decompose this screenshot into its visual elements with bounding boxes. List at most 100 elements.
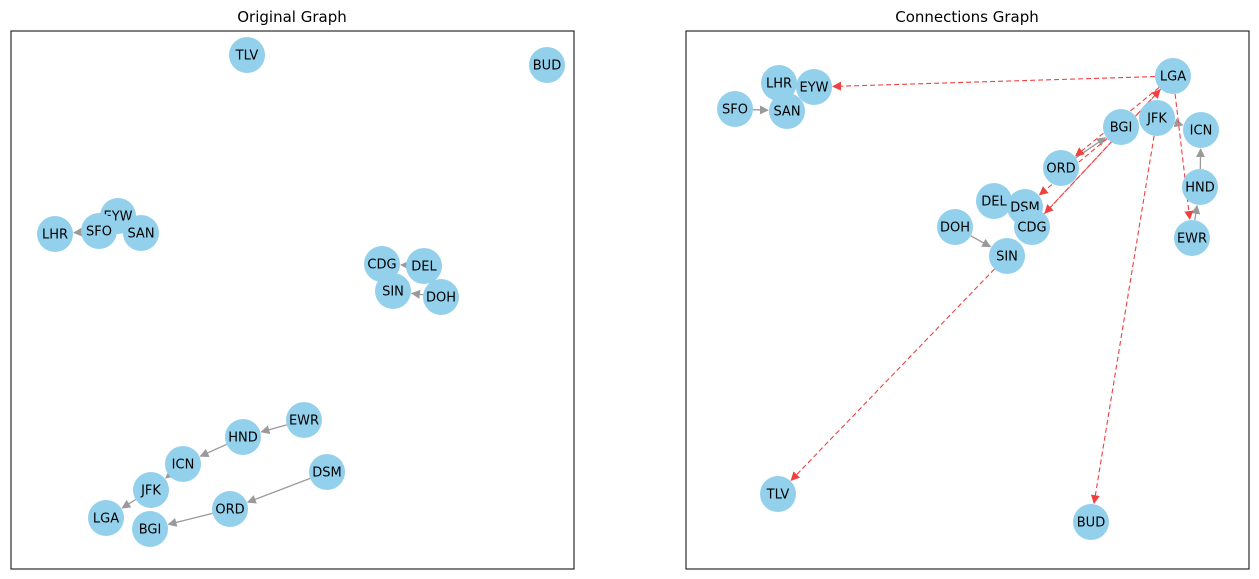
node-label: DOH <box>426 291 456 306</box>
node-label: ICN <box>1190 124 1213 139</box>
node-label: SIN <box>382 285 404 300</box>
node-circle <box>1073 504 1109 540</box>
edge-ord-bgi <box>167 512 213 527</box>
edge-ewr-hnd <box>1191 204 1201 221</box>
node-circle <box>937 209 973 245</box>
node-label: ORD <box>1046 162 1075 177</box>
node-circle <box>1139 100 1175 136</box>
node-sin: SIN <box>989 238 1025 274</box>
node-icn: ICN <box>165 446 201 482</box>
edge-dsm-ord <box>246 477 311 504</box>
node-circle <box>1014 209 1050 245</box>
node-label: LGA <box>93 512 119 527</box>
edge-sin-tlv <box>790 268 995 481</box>
node-label: LHR <box>42 228 68 243</box>
node-label: TLV <box>235 49 259 64</box>
node-circle <box>529 47 565 83</box>
node-circle <box>1155 58 1191 94</box>
node-label: SFO <box>722 103 748 118</box>
node-tlv: TLV <box>760 476 796 512</box>
node-jfk: JFK <box>1139 100 1175 136</box>
node-label: LHR <box>766 77 792 92</box>
node-circle <box>88 500 124 536</box>
node-label: ORD <box>215 503 244 518</box>
node-label: DEL <box>981 195 1007 210</box>
node-jfk: JFK <box>133 472 169 508</box>
node-circle <box>406 248 442 284</box>
node-label: EWR <box>289 414 319 429</box>
node-sin: SIN <box>375 273 411 309</box>
node-circle <box>212 491 248 527</box>
edge-cdg-lga <box>1043 89 1161 215</box>
node-label: LGA <box>1160 70 1186 85</box>
edge-ewr-hnd <box>260 424 287 435</box>
panel-frame <box>685 30 1250 570</box>
edge-lga-eyw <box>832 76 1156 91</box>
node-lga: LGA <box>88 500 124 536</box>
node-tlv: TLV <box>229 37 265 73</box>
panel-title: Original Graph <box>237 8 346 26</box>
node-circle <box>1182 169 1218 205</box>
node-circle <box>989 238 1025 274</box>
edge-sfo-san <box>752 105 769 115</box>
node-label: BUD <box>1077 516 1105 531</box>
node-hnd: HND <box>1182 169 1218 205</box>
node-san: SAN <box>769 93 805 129</box>
node-circle <box>1183 112 1219 148</box>
node-label: DSM <box>312 466 341 481</box>
node-label: HND <box>228 431 258 446</box>
edge-icn-jfk <box>165 469 175 479</box>
node-doh: DOH <box>423 279 459 315</box>
node-ord: ORD <box>212 491 248 527</box>
node-icn: ICN <box>1183 112 1219 148</box>
node-label: BGI <box>1110 121 1133 136</box>
node-san: SAN <box>123 215 159 251</box>
edge-layer <box>752 76 1206 505</box>
node-circle <box>423 279 459 315</box>
node-del: DEL <box>406 248 442 284</box>
node-circle <box>229 37 265 73</box>
node-lhr: LHR <box>761 65 797 101</box>
node-label: EYW <box>799 81 828 96</box>
node-circle <box>717 91 753 127</box>
panel-connections-graph: Connections Graph LHR EYW SFO SAN LGA JFK ICN B… <box>685 8 1250 570</box>
node-cdg: CDG <box>1014 209 1050 245</box>
node-del: DEL <box>976 183 1012 219</box>
node-circle <box>286 402 322 438</box>
node-circle <box>364 246 400 282</box>
edge-doh-sin <box>970 235 992 248</box>
node-circle <box>123 215 159 251</box>
node-circle <box>1043 150 1079 186</box>
node-ord: ORD <box>1043 150 1079 186</box>
edge-jfk-bud <box>1090 135 1155 505</box>
node-ewr: EWR <box>1174 220 1210 256</box>
node-bud: BUD <box>1073 504 1109 540</box>
node-label: SAN <box>127 227 154 242</box>
node-circle <box>761 65 797 101</box>
node-circle <box>37 216 73 252</box>
node-label: ICN <box>172 458 195 473</box>
node-label: TLV <box>766 488 790 503</box>
node-dsm: DSM <box>309 454 345 490</box>
node-doh: DOH <box>937 209 973 245</box>
node-circle <box>1174 220 1210 256</box>
node-circle <box>133 472 169 508</box>
node-label: JFK <box>1146 112 1167 127</box>
node-label: CDG <box>1017 221 1046 236</box>
edge-jfk-icn <box>1173 118 1184 128</box>
edge-hnd-icn <box>199 443 227 457</box>
node-label: CDG <box>367 258 396 273</box>
node-label: JFK <box>140 484 161 499</box>
node-circle <box>976 183 1012 219</box>
node-label: DEL <box>411 260 437 275</box>
edge-lga-ewr <box>1174 93 1194 221</box>
node-eyw: EYW <box>796 69 832 105</box>
node-circle <box>796 69 832 105</box>
node-sfo: SFO <box>717 91 753 127</box>
node-circle <box>225 419 261 455</box>
node-bud: BUD <box>529 47 565 83</box>
node-hnd: HND <box>225 419 261 455</box>
